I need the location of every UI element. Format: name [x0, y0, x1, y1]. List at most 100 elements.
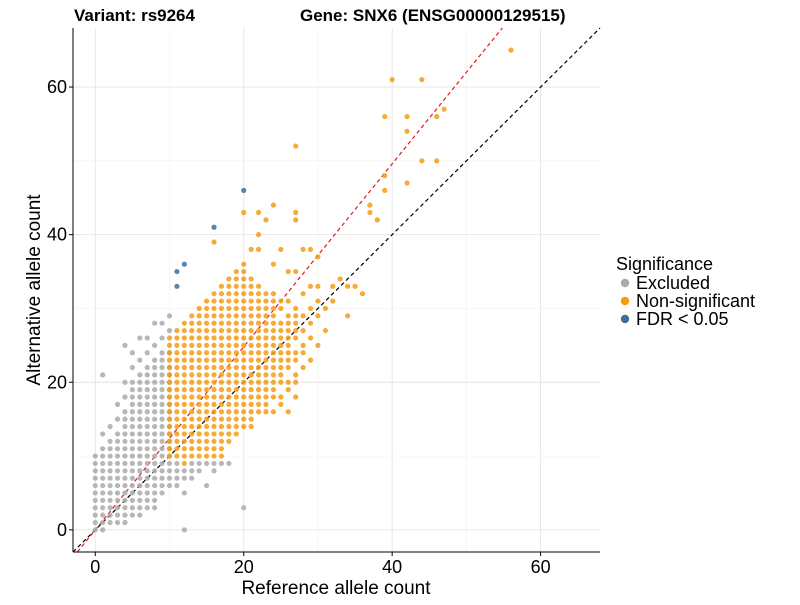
point-non-significant — [285, 268, 291, 275]
point-non-significant — [270, 394, 277, 400]
point-non-significant — [181, 401, 187, 407]
point-excluded — [144, 475, 150, 481]
point-excluded — [100, 519, 106, 526]
point-non-significant — [174, 364, 180, 371]
point-excluded — [107, 505, 113, 511]
point-non-significant — [255, 320, 262, 326]
point-excluded — [159, 438, 165, 444]
x-tick-label: 60 — [531, 557, 551, 577]
point-non-significant — [248, 372, 254, 378]
point-non-significant — [233, 283, 239, 289]
point-non-significant — [293, 305, 299, 312]
point-excluded — [159, 357, 165, 363]
point-non-significant — [337, 276, 343, 282]
point-excluded — [144, 387, 150, 393]
point-non-significant — [218, 350, 225, 356]
point-non-significant — [293, 357, 299, 363]
point-non-significant — [204, 401, 210, 407]
point-non-significant — [263, 357, 269, 363]
point-excluded — [159, 490, 165, 496]
point-excluded — [137, 438, 143, 444]
point-non-significant — [204, 305, 210, 312]
point-non-significant — [248, 291, 254, 297]
point-non-significant — [263, 320, 269, 326]
point-excluded — [137, 379, 143, 385]
point-non-significant — [204, 387, 210, 393]
point-non-significant — [248, 423, 254, 430]
point-non-significant — [248, 335, 254, 341]
point-non-significant — [204, 313, 210, 319]
point-non-significant — [211, 453, 217, 459]
point-non-significant — [166, 416, 173, 422]
point-non-significant — [226, 357, 232, 363]
point-non-significant — [255, 394, 262, 400]
point-excluded — [144, 372, 150, 378]
point-non-significant — [300, 342, 306, 348]
legend-label-non-significant: Non-significant — [636, 291, 755, 311]
point-non-significant — [278, 357, 284, 363]
point-non-significant — [174, 350, 180, 356]
point-non-significant — [255, 401, 262, 407]
point-non-significant — [263, 217, 269, 223]
point-excluded — [159, 320, 165, 326]
point-non-significant — [315, 283, 321, 289]
point-non-significant — [270, 364, 277, 371]
points — [92, 47, 514, 533]
point-non-significant — [204, 423, 210, 430]
point-fdr-0-05 — [174, 268, 180, 275]
point-non-significant — [189, 357, 195, 363]
point-non-significant — [255, 409, 262, 415]
point-excluded — [144, 423, 150, 430]
point-excluded — [122, 416, 128, 422]
point-non-significant — [248, 342, 254, 348]
point-non-significant — [218, 313, 225, 319]
point-non-significant — [204, 446, 210, 452]
point-excluded — [152, 364, 158, 371]
point-non-significant — [196, 335, 202, 341]
point-non-significant — [226, 379, 232, 385]
point-non-significant — [218, 446, 225, 452]
point-non-significant — [211, 327, 217, 334]
point-excluded — [100, 490, 106, 496]
point-non-significant — [263, 394, 269, 400]
point-excluded — [137, 468, 143, 474]
point-excluded — [152, 401, 158, 407]
point-non-significant — [300, 364, 306, 371]
point-non-significant — [218, 379, 225, 385]
point-non-significant — [241, 372, 247, 378]
point-non-significant — [233, 276, 239, 282]
point-non-significant — [270, 320, 277, 326]
point-excluded — [159, 350, 165, 356]
point-non-significant — [181, 379, 187, 385]
point-excluded — [144, 335, 150, 341]
point-excluded — [159, 379, 165, 385]
chart-title-variant: Variant: rs9264 — [74, 6, 196, 25]
point-excluded — [129, 401, 135, 407]
point-non-significant — [204, 394, 210, 400]
point-excluded — [152, 320, 158, 326]
point-non-significant — [189, 416, 195, 422]
legend-swatch-excluded — [620, 278, 630, 288]
point-non-significant — [196, 372, 202, 378]
point-non-significant — [211, 291, 217, 297]
point-non-significant — [226, 387, 232, 393]
legend-swatch-fdr — [620, 314, 630, 324]
point-excluded — [144, 379, 150, 385]
point-non-significant — [389, 77, 395, 83]
point-non-significant — [174, 335, 180, 341]
point-excluded — [114, 401, 121, 407]
point-excluded — [166, 468, 173, 474]
point-non-significant — [255, 342, 262, 348]
point-non-significant — [270, 305, 277, 312]
point-excluded — [129, 350, 135, 356]
point-non-significant — [181, 327, 187, 334]
point-non-significant — [255, 357, 262, 363]
point-non-significant — [241, 350, 247, 356]
point-non-significant — [293, 268, 299, 275]
point-non-significant — [211, 423, 217, 430]
point-non-significant — [189, 431, 195, 437]
point-non-significant — [248, 283, 254, 289]
point-excluded — [144, 505, 150, 511]
point-fdr-0-05 — [241, 187, 247, 193]
point-non-significant — [218, 431, 225, 437]
